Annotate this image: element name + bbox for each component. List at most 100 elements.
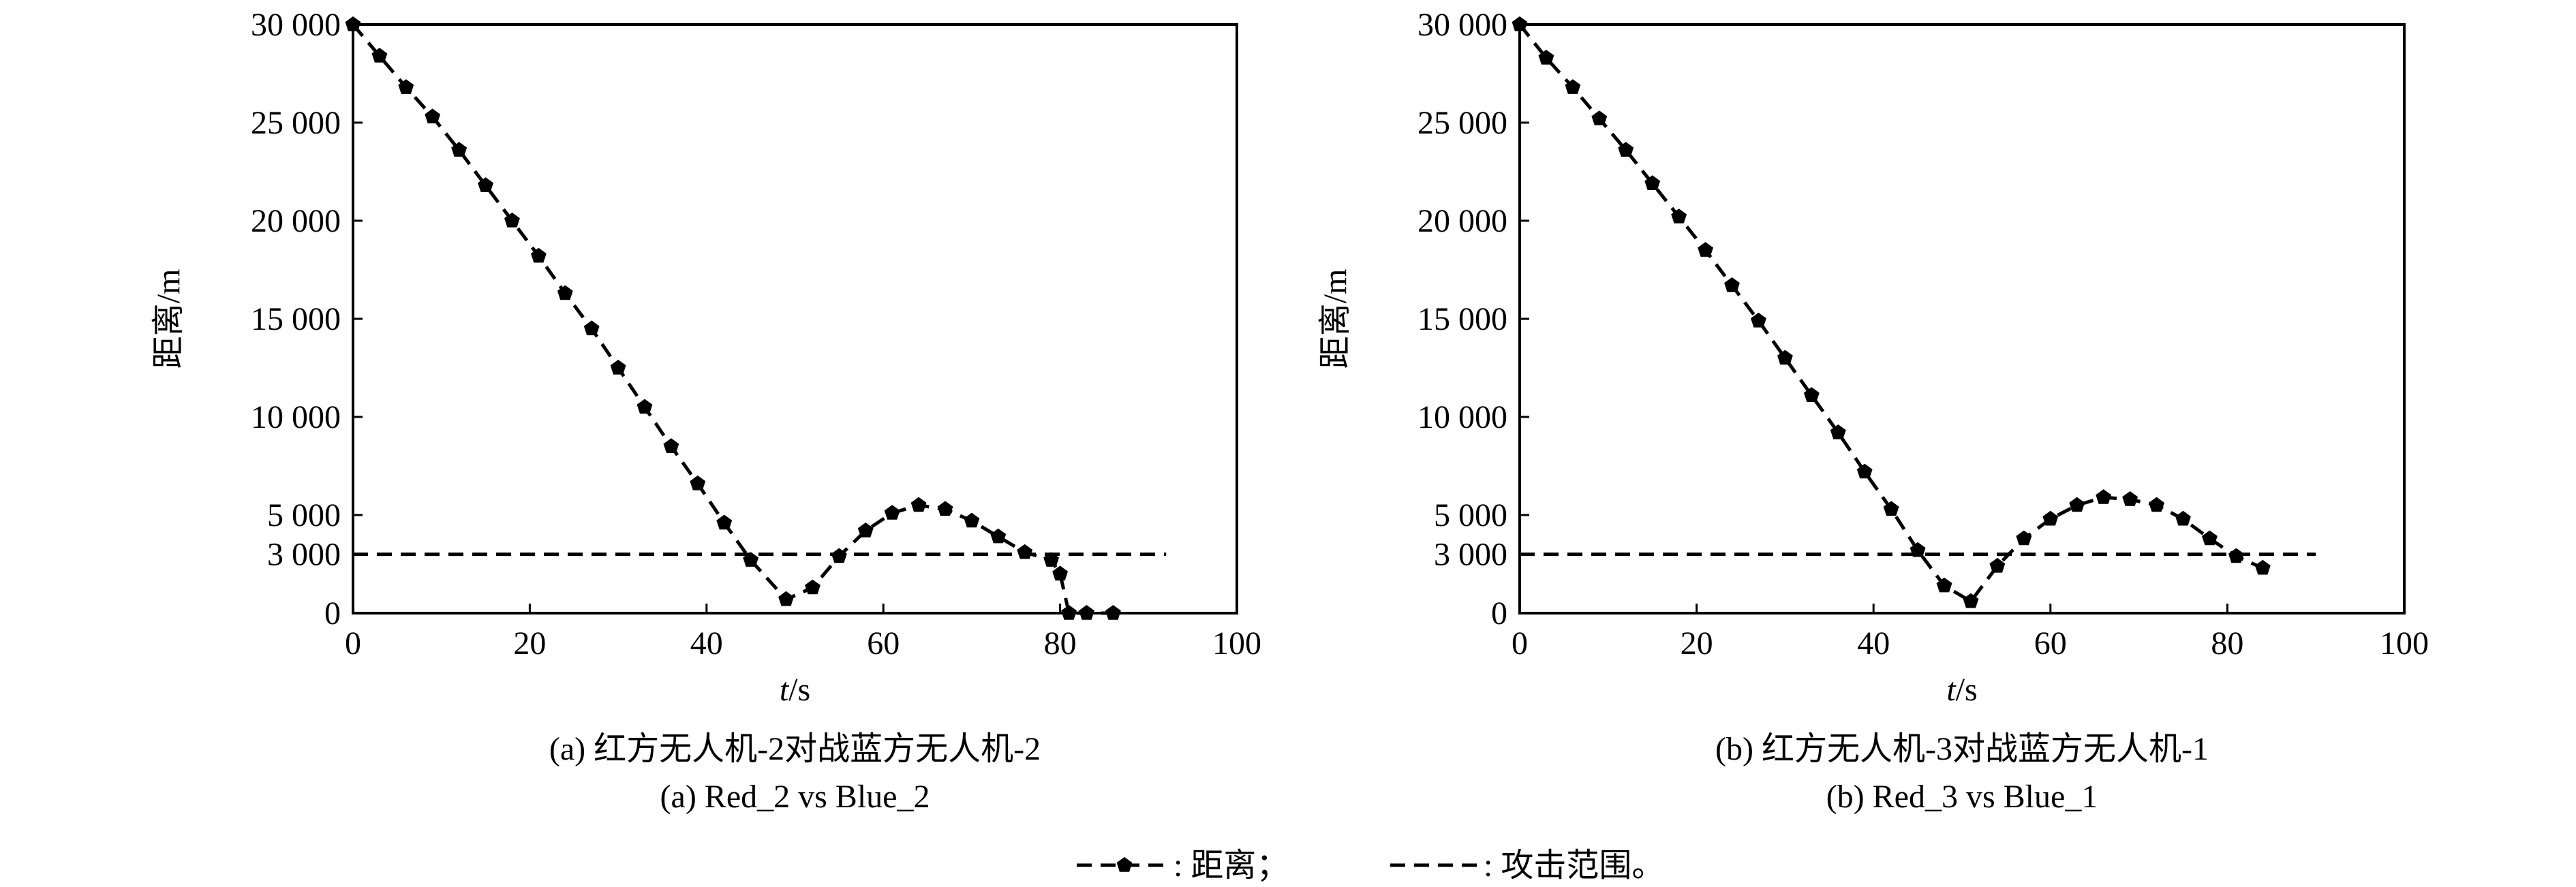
x-tick-label: 20 (513, 625, 546, 662)
data-point (1883, 501, 1899, 516)
data-point (557, 285, 573, 300)
caption-cn: (a) 红方无人机-2对战蓝方无人机-2 (549, 731, 1041, 767)
y-tick-label: 0 (324, 595, 341, 632)
x-tick-label: 80 (1044, 625, 1077, 662)
data-point (964, 512, 980, 528)
y-axis-title: 距离/m (1317, 269, 1353, 369)
y-tick-label: 0 (1491, 595, 1507, 632)
caption-en: (a) Red_2 vs Blue_2 (660, 779, 930, 815)
data-point (1698, 242, 1713, 257)
legend-marker-distance (1116, 857, 1133, 872)
series-group (345, 16, 1167, 620)
data-point (2122, 491, 2138, 506)
data-point (1591, 110, 1608, 125)
y-tick-label: 15 000 (1417, 301, 1507, 337)
legend-label-attack-range: : 攻击范围。 (1484, 847, 1664, 884)
data-point (778, 591, 794, 606)
x-tick-label: 40 (1857, 625, 1890, 662)
chart-panel-a: 0 3 000 5 000 10 000 15 000 20 000 25 000 30 00… (151, 7, 1261, 815)
x-tick-label: 20 (1681, 625, 1713, 662)
data-point (371, 48, 388, 63)
x-axis-var: t (1946, 672, 1957, 708)
data-point (990, 528, 1007, 544)
data-point (451, 142, 467, 157)
data-point (805, 579, 821, 595)
data-point (610, 360, 626, 375)
x-axis-var: t (780, 672, 790, 708)
data-point (1052, 565, 1068, 581)
data-point (1963, 593, 1979, 608)
data-point (478, 177, 493, 192)
y-tick-label: 10 000 (1417, 399, 1507, 435)
data-point (1079, 605, 1094, 620)
y-tick-label: 30 000 (251, 7, 341, 43)
data-point (910, 497, 927, 512)
caption-cn: (b) 红方无人机-3对战蓝方无人机-1 (1715, 731, 2209, 767)
data-point (716, 514, 733, 530)
x-axis: 0 20 40 60 80 100 (1512, 604, 2429, 662)
data-point (1061, 605, 1077, 620)
data-point (2149, 497, 2164, 512)
data-point (2069, 497, 2085, 512)
y-tick-label: 30 000 (1417, 7, 1507, 43)
data-point (857, 523, 874, 538)
data-point (1724, 277, 1740, 292)
data-point (2254, 559, 2271, 575)
y-tick-label: 15 000 (251, 301, 341, 337)
caption-en: (b) Red_3 vs Blue_1 (1826, 779, 2098, 815)
data-point (425, 108, 441, 124)
series-group (1512, 16, 2316, 608)
data-point (583, 320, 600, 336)
data-point (1803, 387, 1820, 402)
chart-panel-b: 0 3 000 5 000 10 000 15 000 20 000 25 000 30 00… (1317, 7, 2429, 815)
x-axis-title: t/s (1946, 672, 1977, 708)
data-point (1830, 424, 1846, 439)
x-tick-label: 80 (2211, 625, 2243, 662)
data-point (1512, 16, 1528, 31)
data-point (1751, 312, 1766, 328)
data-point (398, 79, 414, 94)
data-point (884, 505, 900, 520)
data-point (937, 501, 953, 516)
y-tick-label: 20 000 (251, 203, 341, 239)
x-axis: 0 20 40 60 80 100 (345, 604, 1261, 662)
x-tick-label: 60 (867, 625, 900, 662)
y-axis: 0 3 000 5 000 10 000 15 000 20 000 25 000 30 00… (251, 7, 363, 632)
data-point (2202, 530, 2218, 546)
data-point (2016, 530, 2032, 546)
data-point (1618, 142, 1634, 157)
y-tick-label: 5 000 (267, 497, 341, 533)
plot-frame (352, 23, 1238, 614)
x-tick-label: 40 (690, 625, 723, 662)
y-tick-label: 5 000 (1434, 497, 1507, 533)
data-point (1856, 463, 1873, 479)
y-tick-label: 25 000 (1417, 105, 1507, 141)
x-tick-label: 100 (1212, 625, 1261, 662)
x-axis-title: t/s (780, 672, 810, 708)
series-line-distance (352, 23, 1114, 615)
y-axis: 0 3 000 5 000 10 000 15 000 20 000 25 000 30 00… (1417, 7, 1529, 632)
legend: : 距离； : 攻击范围。 (1077, 847, 1664, 884)
x-tick-label: 100 (2380, 625, 2429, 662)
data-point (531, 247, 547, 263)
data-point (663, 438, 679, 453)
data-point (1644, 175, 1661, 190)
data-point (1671, 208, 1687, 223)
x-tick-label: 0 (1512, 625, 1528, 662)
data-point (1538, 50, 1554, 65)
y-tick-label: 10 000 (251, 399, 341, 435)
x-axis-unit: /s (1956, 672, 1978, 708)
y-tick-label: 3 000 (267, 537, 341, 573)
data-point (1936, 577, 1952, 593)
data-point (1565, 79, 1581, 94)
data-point (690, 475, 706, 491)
data-point (2096, 489, 2112, 504)
y-tick-label: 20 000 (1417, 203, 1507, 239)
data-point (1105, 605, 1121, 620)
data-point (2042, 510, 2059, 526)
data-point (1777, 349, 1793, 365)
data-point (504, 213, 520, 228)
data-point (637, 399, 653, 414)
data-point (1989, 557, 2006, 573)
